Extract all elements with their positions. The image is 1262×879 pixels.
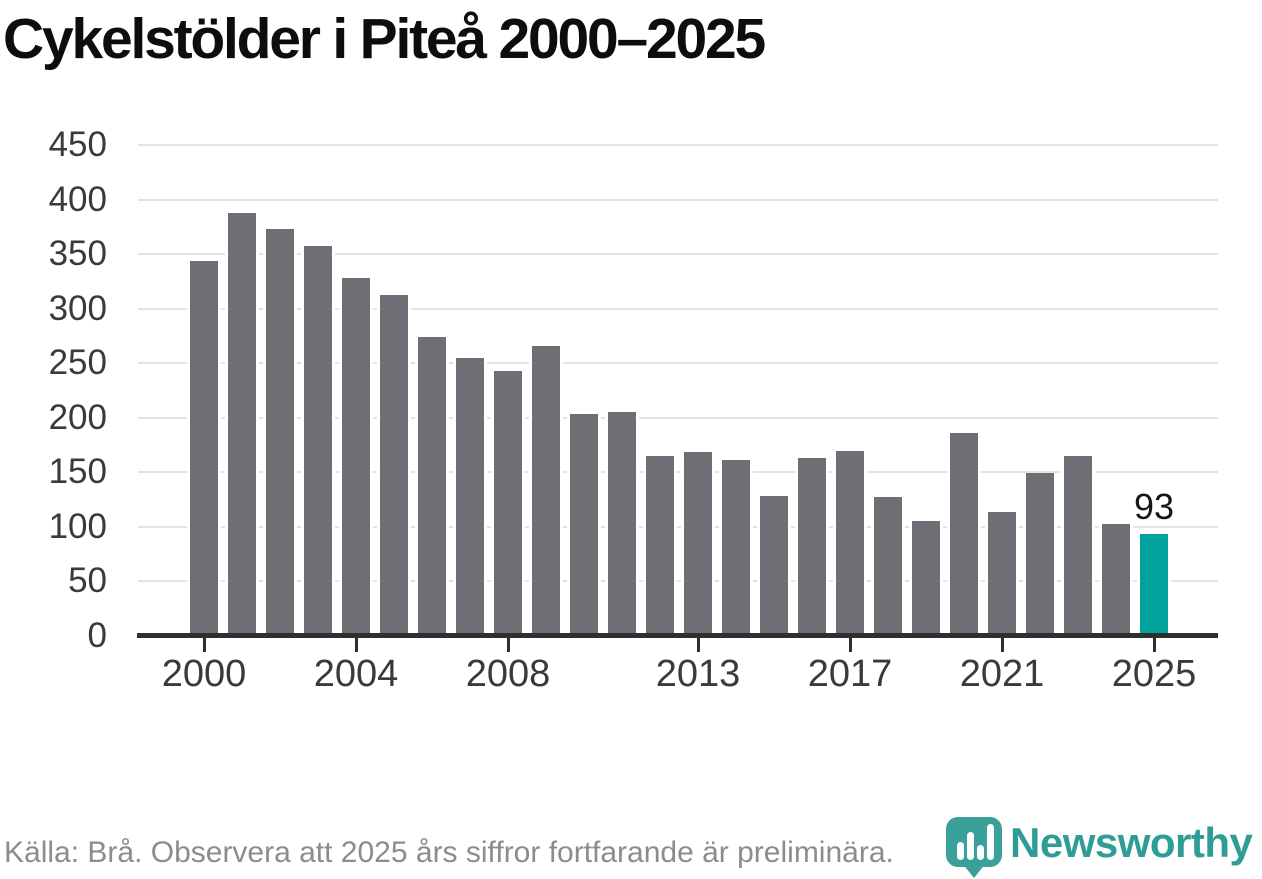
y-axis-label-250: 250	[48, 343, 107, 382]
x-axis-label-2017: 2017	[807, 653, 893, 695]
y-axis-label-0: 0	[87, 615, 107, 655]
bar-2011	[605, 412, 639, 638]
newsworthy-wordmark: Newsworthy	[1010, 819, 1253, 866]
bar-2004	[339, 277, 373, 638]
bar-2020	[947, 432, 981, 638]
bar-2012	[643, 455, 677, 638]
bar-2021	[985, 512, 1019, 638]
bar-2009	[529, 345, 563, 638]
bar-2023	[1061, 455, 1095, 638]
bar-2025	[1137, 534, 1171, 638]
newsworthy-pin-bar-chart-icon	[946, 817, 1002, 878]
bar-2017	[833, 451, 867, 638]
bar-2003	[301, 246, 335, 638]
x-tick-2000	[202, 638, 206, 652]
y-axis-label-450: 450	[48, 125, 107, 164]
bar-2006	[415, 336, 449, 638]
gridline-100	[138, 525, 1218, 528]
y-axis-label-100: 100	[48, 506, 107, 546]
x-tick-2021	[1000, 638, 1004, 652]
gridline-250	[138, 362, 1218, 364]
x-tick-2013	[696, 638, 700, 652]
gridline-150	[138, 471, 1218, 473]
x-tick-2008	[506, 638, 510, 652]
bar-2001	[225, 212, 259, 638]
y-axis-label-300: 300	[48, 288, 107, 328]
bar-2008	[491, 370, 525, 638]
bar-2013	[681, 452, 715, 638]
highlighted-value-label: 93	[1133, 486, 1175, 528]
x-axis-line	[137, 633, 1218, 638]
x-tick-2025	[1152, 638, 1156, 652]
bar-2018	[871, 497, 905, 638]
bar-2019	[909, 521, 943, 638]
x-axis-label-2008: 2008	[465, 653, 551, 695]
gridline-50	[138, 580, 1218, 582]
y-axis-label-400: 400	[48, 179, 107, 219]
x-axis-label-2004: 2004	[313, 653, 399, 695]
bar-2002	[263, 228, 297, 638]
gridline-400	[138, 198, 1218, 201]
source-note: Källa: Brå. Observera att 2025 års siffr…	[4, 836, 894, 869]
y-axis-label-200: 200	[48, 397, 107, 437]
y-axis-label-50: 50	[68, 561, 107, 600]
chart-title: Cykelstölder i Piteå 2000–2025	[3, 7, 766, 71]
bar-2016	[795, 457, 829, 638]
x-tick-2004	[354, 638, 358, 652]
x-axis-label-2021: 2021	[959, 653, 1045, 695]
bar-2014	[719, 460, 753, 638]
bar-2005	[377, 295, 411, 638]
gridline-350	[138, 253, 1218, 255]
x-tick-2017	[848, 638, 852, 652]
bar-2015	[757, 495, 791, 638]
newsworthy-logo: Newsworthy	[946, 817, 1258, 879]
x-axis-label-2000: 2000	[161, 653, 247, 695]
x-axis-label-2025: 2025	[1111, 653, 1197, 695]
bar-2024	[1099, 524, 1133, 638]
gridline-450	[138, 144, 1218, 146]
gridline-300	[138, 307, 1218, 310]
bar-2007	[453, 357, 487, 638]
bar-2000	[187, 260, 221, 638]
y-axis-label-350: 350	[48, 234, 107, 273]
bar-2010	[567, 414, 601, 638]
gridline-200	[138, 416, 1218, 419]
y-axis-label-150: 150	[48, 452, 107, 491]
bar-2022	[1023, 473, 1057, 638]
x-axis-label-2013: 2013	[655, 653, 741, 695]
